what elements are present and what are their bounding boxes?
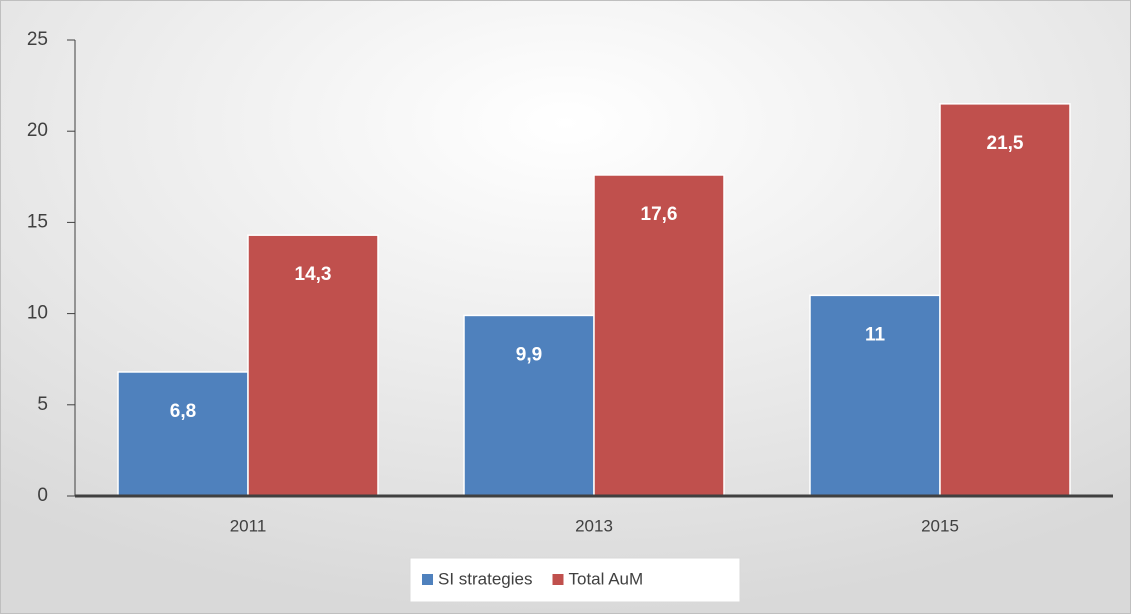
y-tick-label: 0 bbox=[37, 485, 48, 506]
data-label: 9,9 bbox=[516, 344, 542, 365]
x-tick-label: 2011 bbox=[230, 516, 267, 535]
bar bbox=[939, 103, 1071, 497]
data-label: 11 bbox=[865, 324, 886, 345]
data-label: 14,3 bbox=[295, 264, 332, 285]
data-label: 21,5 bbox=[987, 133, 1024, 154]
legend-swatch bbox=[422, 574, 433, 585]
y-tick-label: 15 bbox=[27, 211, 48, 232]
bar bbox=[247, 234, 379, 497]
bar bbox=[809, 294, 941, 497]
bar bbox=[117, 371, 249, 497]
y-tick-label: 5 bbox=[37, 394, 48, 415]
x-tick-label: 2013 bbox=[575, 516, 613, 535]
legend-box bbox=[409, 557, 741, 603]
legend-label: SI strategies bbox=[438, 569, 533, 588]
bar bbox=[593, 174, 725, 497]
y-tick-label: 10 bbox=[27, 303, 48, 324]
legend-swatch bbox=[552, 574, 564, 585]
y-tick-label: 20 bbox=[27, 120, 48, 141]
x-tick-label: 2015 bbox=[921, 516, 959, 535]
data-label: 6,8 bbox=[170, 401, 196, 422]
data-label: 17,6 bbox=[641, 204, 678, 225]
bar bbox=[463, 314, 595, 497]
legend-label: Total AuM bbox=[569, 569, 644, 588]
y-tick-label: 25 bbox=[27, 29, 48, 50]
